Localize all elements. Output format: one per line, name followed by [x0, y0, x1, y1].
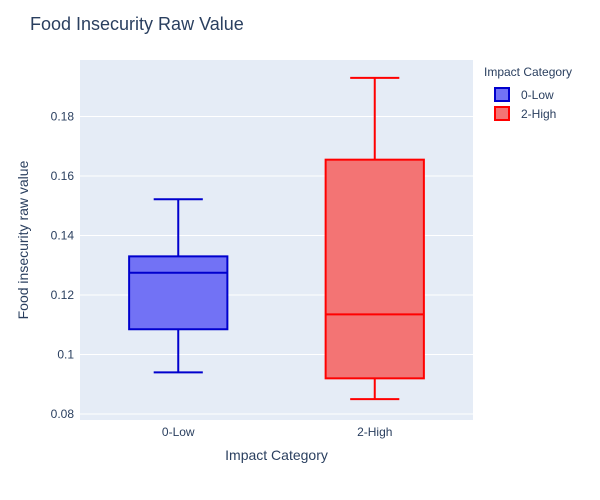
y-tick-label: 0.14 — [51, 229, 75, 243]
y-tick-label: 0.16 — [51, 169, 75, 183]
legend-swatch — [494, 106, 510, 121]
legend-swatch — [494, 87, 510, 102]
chart-title: Food Insecurity Raw Value — [30, 14, 244, 34]
legend-label: 0-Low — [521, 88, 554, 102]
box-2-high — [324, 76, 425, 401]
y-axis-title: Food insecurity raw value — [15, 160, 31, 319]
legend-item-0-low[interactable]: 0-Low — [494, 87, 554, 102]
box-0-low — [128, 198, 229, 374]
box-series — [128, 76, 425, 401]
y-tick-label: 0.18 — [51, 110, 75, 124]
y-tick-label: 0.08 — [51, 407, 75, 421]
legend-title: Impact Category — [484, 65, 572, 79]
y-tick-label: 0.12 — [51, 288, 75, 302]
legend-label: 2-High — [521, 107, 556, 121]
y-tick-label: 0.1 — [57, 348, 74, 362]
x-axis-ticks: 0-Low 2-High — [162, 425, 393, 439]
legend: Impact Category 0-Low 2-High — [484, 65, 572, 121]
iqr-box — [324, 158, 425, 380]
x-axis-title: Impact Category — [225, 447, 328, 463]
legend-item-2-high[interactable]: 2-High — [494, 106, 556, 121]
x-tick-label: 2-High — [357, 425, 392, 439]
x-tick-label: 0-Low — [162, 425, 195, 439]
y-axis-ticks: 0.08 0.1 0.12 0.14 0.16 0.18 — [51, 110, 75, 422]
iqr-box — [128, 255, 229, 331]
